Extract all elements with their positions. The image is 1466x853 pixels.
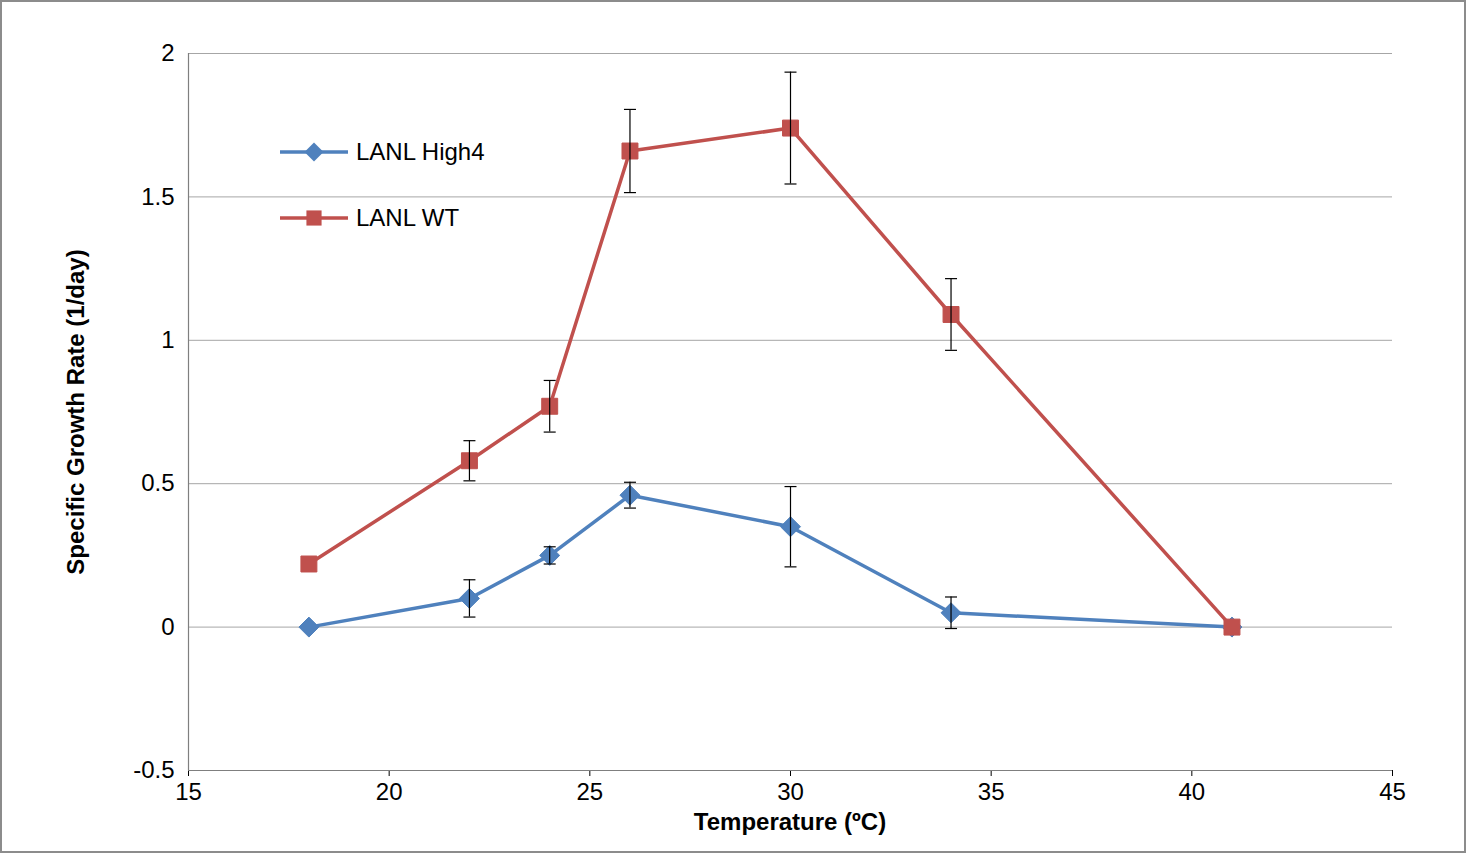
html-text:Specific Growth Rate (1/day): Specific Growth Rate (1/day) [62, 248, 89, 575]
svg-text:45: 45 [1379, 778, 1406, 805]
svg-text:2: 2 [161, 39, 174, 66]
html-text:LANL High4: LANL High4 [356, 138, 485, 165]
svg-text:40: 40 [1178, 778, 1205, 805]
svg-text:25: 25 [576, 778, 603, 805]
svg-text:1.5: 1.5 [141, 183, 174, 210]
svg-text:30: 30 [777, 778, 804, 805]
svg-text:20: 20 [376, 778, 403, 805]
html-text:Temperature (ºC): Temperature (ºC) [693, 808, 887, 835]
svg-text:0: 0 [161, 613, 174, 640]
svg-text:35: 35 [978, 778, 1005, 805]
html-text:LANL WT: LANL WT [356, 204, 460, 231]
svg-text:-0.5: -0.5 [133, 756, 174, 783]
svg-text:15: 15 [175, 778, 202, 805]
svg-text:1: 1 [161, 326, 174, 353]
svg-text:0.5: 0.5 [141, 469, 174, 496]
